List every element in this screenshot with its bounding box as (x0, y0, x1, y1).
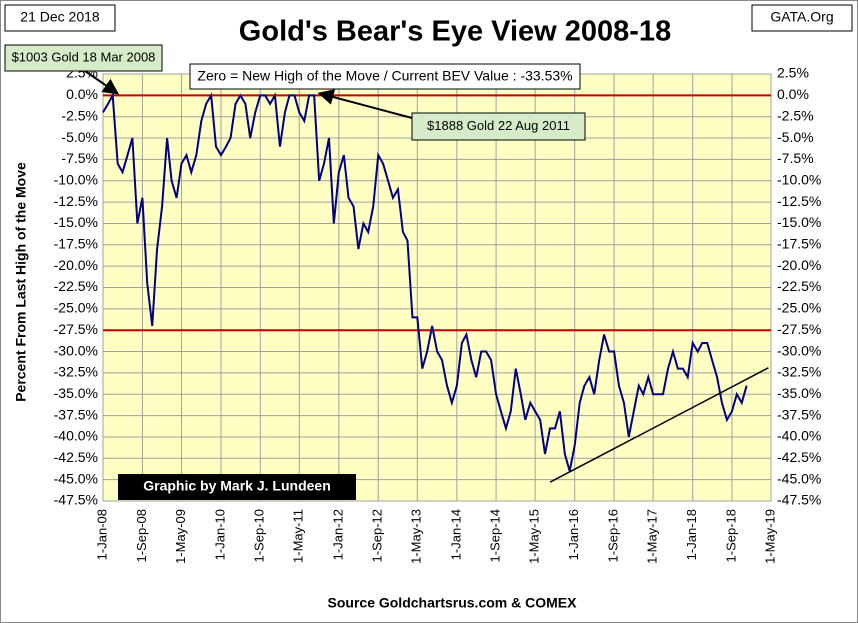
trend-line (549, 367, 769, 483)
y-tick-label: -42.5% (54, 449, 98, 465)
date-label: 21 Dec 2018 (20, 9, 100, 25)
y2-tick-label: -10.0% (777, 171, 821, 187)
y-tick-label: -25.0% (54, 300, 98, 316)
y-tick-label: -45.0% (54, 470, 98, 486)
y-tick-label: -2.5% (61, 107, 98, 123)
y2-tick-label: -35.0% (777, 385, 821, 401)
y-axis-label: Percent From Last High of the Move (13, 162, 29, 402)
annotation-box (4, 44, 163, 72)
y2-tick-label: -40.0% (777, 428, 821, 444)
y-tick-label: -22.5% (54, 278, 98, 294)
y2-tick-label: -27.5% (777, 321, 821, 337)
y2-tick-label: -2.5% (777, 107, 814, 123)
y2-tick-label: -32.5% (777, 364, 821, 380)
y-tick-label: -12.5% (54, 193, 98, 209)
x-tick-label: 1-Jan-10 (212, 509, 227, 560)
credit-box (118, 474, 356, 500)
x-tick-label: 1-May-17 (645, 509, 660, 564)
y2-tick-label: -22.5% (777, 278, 821, 294)
y2-tick-label: -25.0% (777, 300, 821, 316)
y-tick-label: -20.0% (54, 257, 98, 273)
y2-tick-label: -30.0% (777, 342, 821, 358)
y-tick-label: -30.0% (54, 342, 98, 358)
y-tick-label: -10.0% (54, 171, 98, 187)
y-tick-label: 0.0% (66, 86, 98, 102)
x-tick-label: 1-May-19 (762, 509, 777, 564)
annotation-arrow (317, 89, 413, 119)
x-tick-label: 1-May-15 (527, 509, 542, 564)
annotation: $1003 Gold 18 Mar 2008 (12, 49, 156, 64)
y-tick-label: -5.0% (61, 129, 98, 145)
y2-tick-label: -12.5% (777, 193, 821, 209)
x-axis-label: Source Goldchartsrus.com & COMEX (328, 595, 578, 611)
y-tick-label: -40.0% (54, 428, 98, 444)
y-tick-label: -32.5% (54, 364, 98, 380)
y2-tick-label: -45.0% (777, 470, 821, 486)
y2-tick-label: 0.0% (777, 86, 809, 102)
source-tag: GATA.Org (770, 9, 833, 25)
x-tick-label: 1-Jan-14 (448, 509, 463, 560)
subtitle: Zero = New High of the Move / Current BE… (197, 68, 572, 84)
y2-tick-label: -20.0% (777, 257, 821, 273)
y2-tick-label: -15.0% (777, 214, 821, 230)
source-box (751, 4, 853, 32)
chart-title: Gold's Bear's Eye View 2008-18 (239, 16, 671, 48)
y-tick-label: -35.0% (54, 385, 98, 401)
x-tick-label: 1-Sep-08 (134, 509, 149, 562)
y2-tick-label: -7.5% (777, 150, 814, 166)
subtitle-box (189, 63, 581, 90)
x-tick-label: 1-Sep-12 (370, 509, 385, 562)
y-tick-label: -27.5% (54, 321, 98, 337)
x-tick-label: 1-May-09 (173, 509, 188, 564)
y2-tick-label: -47.5% (777, 492, 821, 508)
x-tick-label: 1-Sep-10 (252, 509, 267, 562)
y-tick-label: -47.5% (54, 492, 98, 508)
y2-tick-label: -37.5% (777, 406, 821, 422)
y-tick-label: -15.0% (54, 214, 98, 230)
credit: Graphic by Mark J. Lundeen (143, 478, 331, 494)
x-tick-label: 1-Jan-12 (330, 509, 345, 560)
x-tick-label: 1-Jan-16 (566, 509, 581, 560)
x-tick-label: 1-Jan-08 (94, 509, 109, 560)
x-tick-label: 1-Sep-18 (723, 509, 738, 562)
annotation-box (411, 112, 586, 141)
annotation-arrow (84, 70, 120, 95)
x-tick-label: 1-Jan-18 (684, 509, 699, 560)
y2-tick-label: 2.5% (777, 65, 809, 81)
data-line (102, 91, 748, 472)
y-tick-label: -7.5% (61, 150, 98, 166)
y-tick-label: -37.5% (54, 406, 98, 422)
y2-tick-label: -17.5% (777, 236, 821, 252)
y-tick-label: -17.5% (54, 236, 98, 252)
y2-tick-label: -5.0% (777, 129, 814, 145)
y2-tick-label: -42.5% (777, 449, 821, 465)
annotation: $1888 Gold 22 Aug 2011 (427, 118, 570, 133)
x-tick-label: 1-Sep-14 (488, 509, 503, 562)
x-tick-label: 1-May-11 (291, 509, 306, 563)
x-tick-label: 1-May-13 (409, 509, 424, 564)
x-tick-label: 1-Sep-16 (606, 509, 621, 562)
date-box (4, 4, 116, 32)
